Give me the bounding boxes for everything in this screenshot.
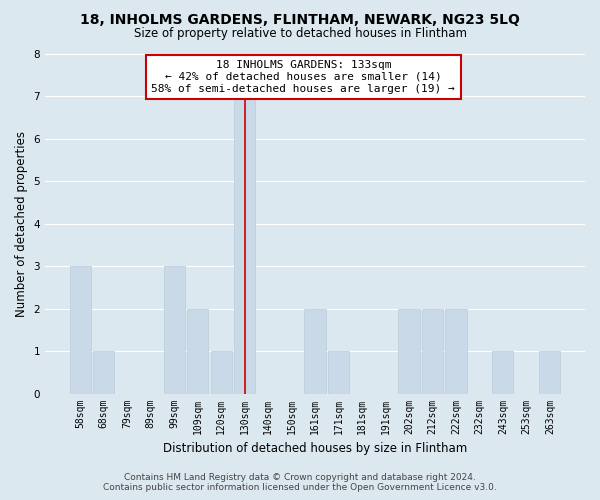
- Bar: [445, 308, 467, 394]
- Text: 18, INHOLMS GARDENS, FLINTHAM, NEWARK, NG23 5LQ: 18, INHOLMS GARDENS, FLINTHAM, NEWARK, N…: [80, 12, 520, 26]
- Bar: [304, 308, 326, 394]
- X-axis label: Distribution of detached houses by size in Flintham: Distribution of detached houses by size …: [163, 442, 467, 455]
- Bar: [422, 308, 443, 394]
- Text: Contains HM Land Registry data © Crown copyright and database right 2024.
Contai: Contains HM Land Registry data © Crown c…: [103, 473, 497, 492]
- Bar: [164, 266, 185, 394]
- Bar: [234, 96, 255, 394]
- Text: 18 INHOLMS GARDENS: 133sqm
← 42% of detached houses are smaller (14)
58% of semi: 18 INHOLMS GARDENS: 133sqm ← 42% of deta…: [151, 60, 455, 94]
- Bar: [187, 308, 208, 394]
- Text: Size of property relative to detached houses in Flintham: Size of property relative to detached ho…: [133, 28, 467, 40]
- Bar: [93, 351, 114, 394]
- Bar: [70, 266, 91, 394]
- Bar: [398, 308, 419, 394]
- Bar: [539, 351, 560, 394]
- Bar: [211, 351, 232, 394]
- Bar: [328, 351, 349, 394]
- Y-axis label: Number of detached properties: Number of detached properties: [15, 131, 28, 317]
- Bar: [493, 351, 514, 394]
